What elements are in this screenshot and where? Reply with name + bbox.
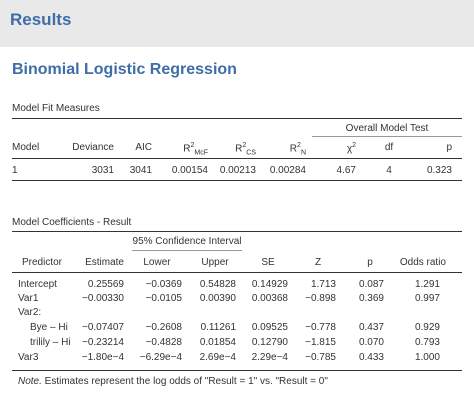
coef-value-cell: 2.29e−4 (251, 352, 288, 363)
coef-value-cell: 0.25569 (87, 279, 124, 290)
coef-header-cell: Estimate (85, 257, 124, 268)
coef-table-top-rule (12, 231, 462, 232)
fit-header-cell: Deviance (72, 142, 114, 153)
coef-value-cell: −0.2608 (145, 322, 182, 333)
predictor-name: Var1 (18, 293, 39, 304)
coef-value-cell: −0.785 (305, 352, 336, 363)
fit-header-cell: χ2 (346, 142, 356, 155)
coef-value-cell: −0.23214 (82, 337, 124, 348)
fit-group-header: Overall Model Test (345, 123, 429, 134)
results-header: Results (0, 0, 474, 47)
analysis-title: Binomial Logistic Regression (12, 61, 237, 78)
coef-value-cell: 0.087 (358, 279, 384, 290)
fit-value-cell: 0.00213 (219, 165, 256, 176)
fit-header-cell: Model (12, 142, 40, 153)
results-title: Results (10, 10, 72, 29)
fit-value-cell: 4.67 (336, 165, 356, 176)
fit-header-cell: R2N (289, 142, 306, 157)
coef-value-cell: 0.433 (358, 352, 384, 363)
coef-value-cell: 0.09525 (251, 322, 288, 333)
predictor-name: Var3 (18, 352, 39, 363)
table-note: Note. Estimates represent the log odds o… (18, 376, 328, 387)
coef-table-header-rule (12, 272, 462, 273)
coef-value-cell: −0.778 (305, 322, 336, 333)
predictor-name: Intercept (18, 279, 57, 290)
coef-value-cell: −0.07407 (82, 322, 124, 333)
fit-table-header-rule (12, 158, 462, 159)
fit-header-cell: AIC (135, 142, 152, 153)
coef-value-cell: 0.369 (358, 293, 384, 304)
coef-value-cell: 1.291 (414, 279, 440, 290)
coef-table-caption: Model Coefficients - Result (12, 217, 132, 228)
fit-group-rule (312, 136, 462, 137)
predictor-name: Var2: (18, 307, 42, 318)
coef-value-cell: 0.793 (414, 337, 440, 348)
fit-value-cell: 0.323 (426, 165, 452, 176)
fit-header-cell: p (446, 142, 452, 153)
coef-value-cell: 0.997 (414, 293, 440, 304)
coef-value-cell: −0.0105 (145, 293, 182, 304)
coef-value-cell: −6.29e−4 (139, 352, 182, 363)
fit-table-bottom-rule (12, 180, 462, 181)
fit-value-cell: 0.00154 (171, 165, 208, 176)
coef-header-cell: Lower (143, 257, 171, 268)
coef-header-cell: SE (261, 257, 275, 268)
fit-header-cell: R2CS (235, 142, 256, 157)
coef-value-cell: 0.01854 (199, 337, 236, 348)
coef-value-cell: 0.11261 (200, 322, 236, 333)
coef-value-cell: −0.00330 (82, 293, 124, 304)
coef-value-cell: 0.070 (358, 337, 384, 348)
note-text: Estimates represent the log odds of "Res… (41, 376, 328, 387)
predictor-name: Bye – Hi (30, 322, 68, 333)
coef-value-cell: 0.929 (414, 322, 440, 333)
coef-value-cell: 0.437 (358, 322, 384, 333)
coef-value-cell: 0.00390 (199, 293, 236, 304)
coef-value-cell: 1.000 (414, 352, 440, 363)
coef-value-cell: 2.69e−4 (199, 352, 236, 363)
note-label: Note. (18, 376, 42, 387)
fit-header-cell: R2McF (183, 142, 208, 157)
fit-value-cell: 3031 (91, 165, 114, 176)
fit-table-caption: Model Fit Measures (12, 103, 100, 114)
coef-value-cell: 0.00368 (251, 293, 288, 304)
coef-value-cell: −0.4828 (145, 337, 182, 348)
fit-header-cell: df (384, 142, 394, 153)
ci-group-rule (132, 250, 242, 251)
coef-header-cell: Odds ratio (399, 257, 446, 268)
predictor-name: trilily – Hi (30, 337, 71, 348)
fit-value-cell: 4 (386, 165, 392, 176)
coef-table-bottom-rule (12, 370, 462, 371)
fit-value-cell: 0.00284 (269, 165, 306, 176)
coef-header-cell: Z (314, 257, 322, 268)
coef-value-cell: −0.898 (305, 293, 336, 304)
fit-value-cell: 3041 (129, 165, 152, 176)
coef-value-cell: −0.0369 (145, 279, 182, 290)
fit-table-top-rule (12, 118, 462, 119)
coef-header-cell: Upper (201, 257, 229, 268)
coef-header-cell: p (367, 257, 373, 268)
fit-value-cell: 1 (12, 165, 18, 176)
coef-value-cell: −1.80e−4 (81, 352, 124, 363)
coef-value-cell: 0.14929 (251, 279, 288, 290)
ci-group-header: 95% Confidence Interval (132, 236, 242, 247)
coef-value-cell: 0.12790 (251, 337, 288, 348)
coef-value-cell: 1.713 (310, 279, 336, 290)
coef-header-cell: Predictor (22, 257, 63, 268)
coef-value-cell: −1.815 (305, 337, 336, 348)
coef-value-cell: 0.54828 (199, 279, 236, 290)
